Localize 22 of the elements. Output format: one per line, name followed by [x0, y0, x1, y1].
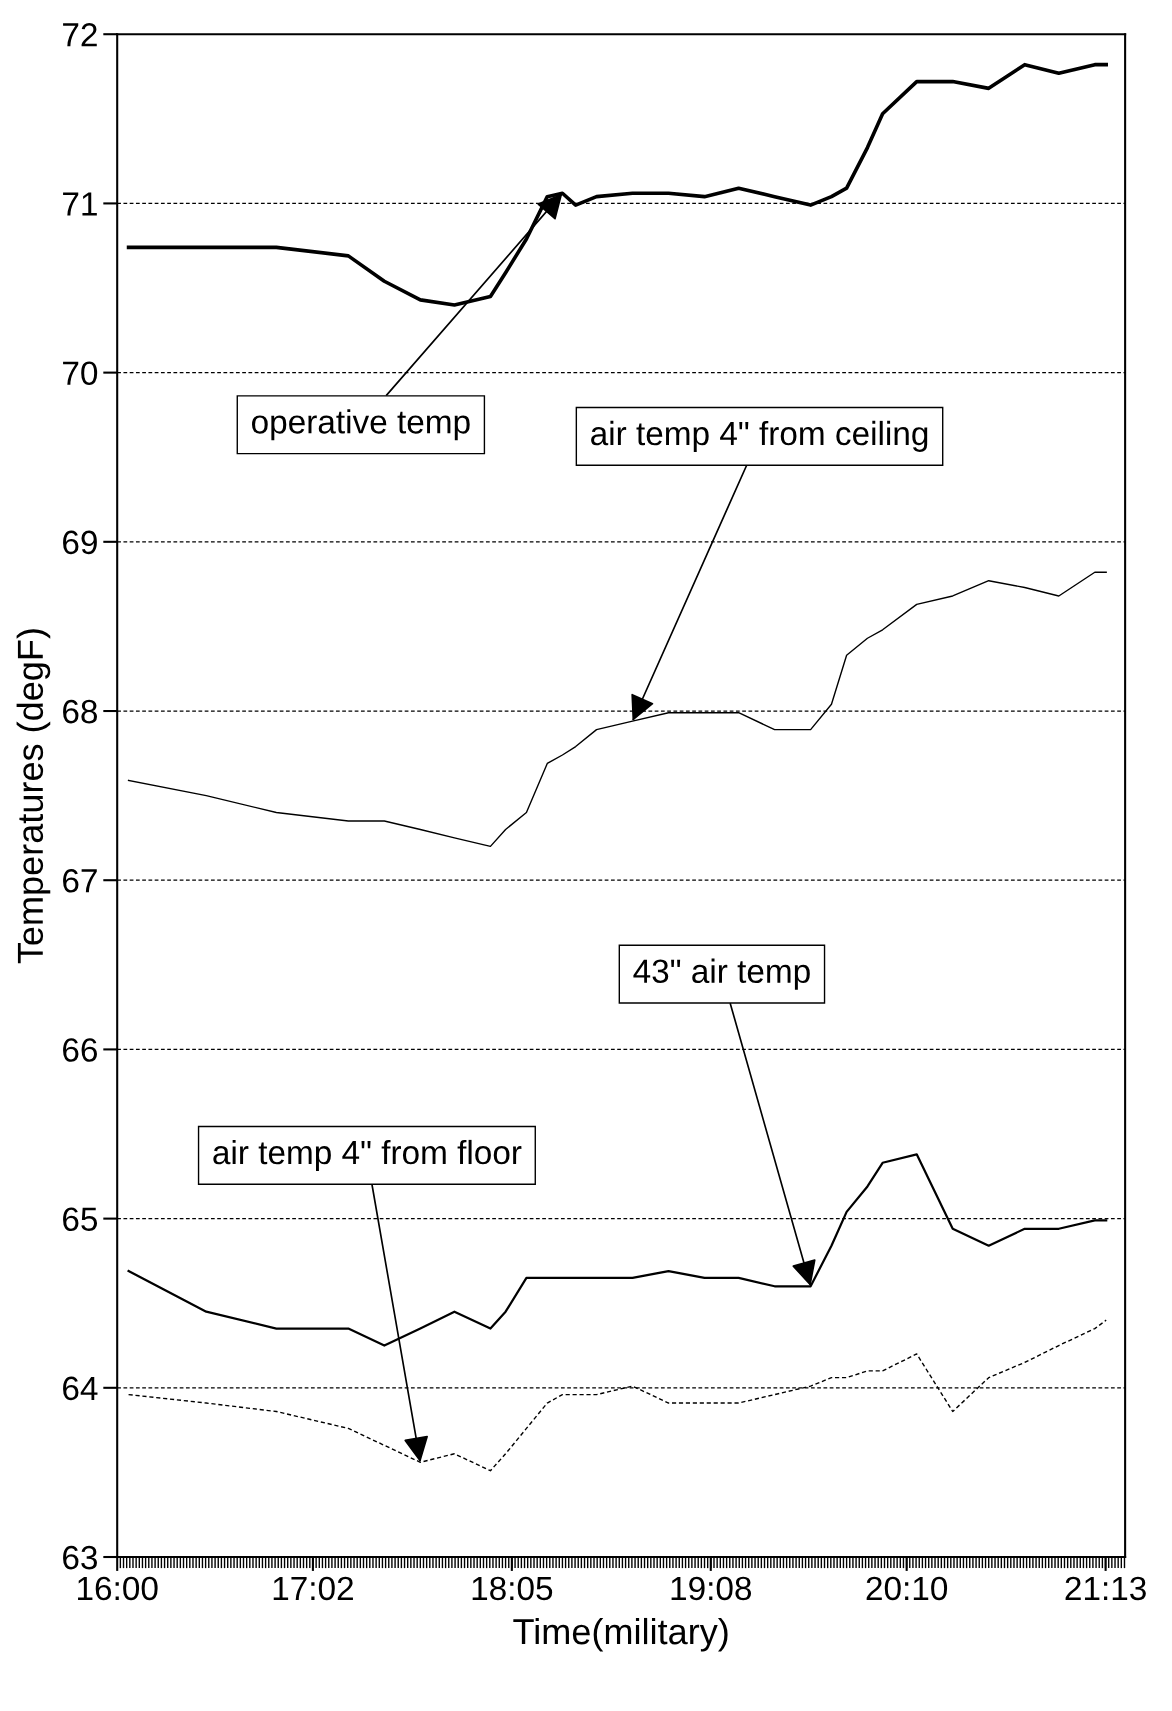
x-tick-label: 19:08	[671, 1576, 752, 1601]
y-tick-label: 67	[63, 869, 97, 893]
y-tick-label: 64	[63, 1376, 98, 1401]
x-tick-label: 18:05	[472, 1576, 553, 1601]
y-axis-title: Temperatures (degF)	[16, 629, 51, 964]
annotation: air temp 4" from floor	[213, 1139, 522, 1171]
annotation: air temp 4" from ceiling	[591, 420, 928, 452]
x-tick-label: 17:02	[273, 1576, 353, 1601]
y-tick-label: 63	[63, 1545, 97, 1570]
annotation: 43" air temp	[633, 958, 810, 990]
x-tick-label: 20:10	[866, 1576, 948, 1601]
y-tick-label: 65	[63, 1207, 98, 1232]
annotation: operative temp	[252, 409, 470, 441]
y-tick-label: 68	[63, 699, 97, 724]
y-tick-label: 71	[63, 192, 97, 216]
y-tick-label: 66	[63, 1038, 97, 1062]
x-tick-label: 21:13	[1065, 1576, 1146, 1601]
x-tick-label: 16:00	[78, 1576, 158, 1601]
y-tick-label: 69	[63, 530, 97, 555]
x-axis-title: Time(military)	[513, 1617, 728, 1652]
y-tick-label: 70	[63, 361, 98, 386]
y-tick-label: 72	[63, 23, 97, 47]
